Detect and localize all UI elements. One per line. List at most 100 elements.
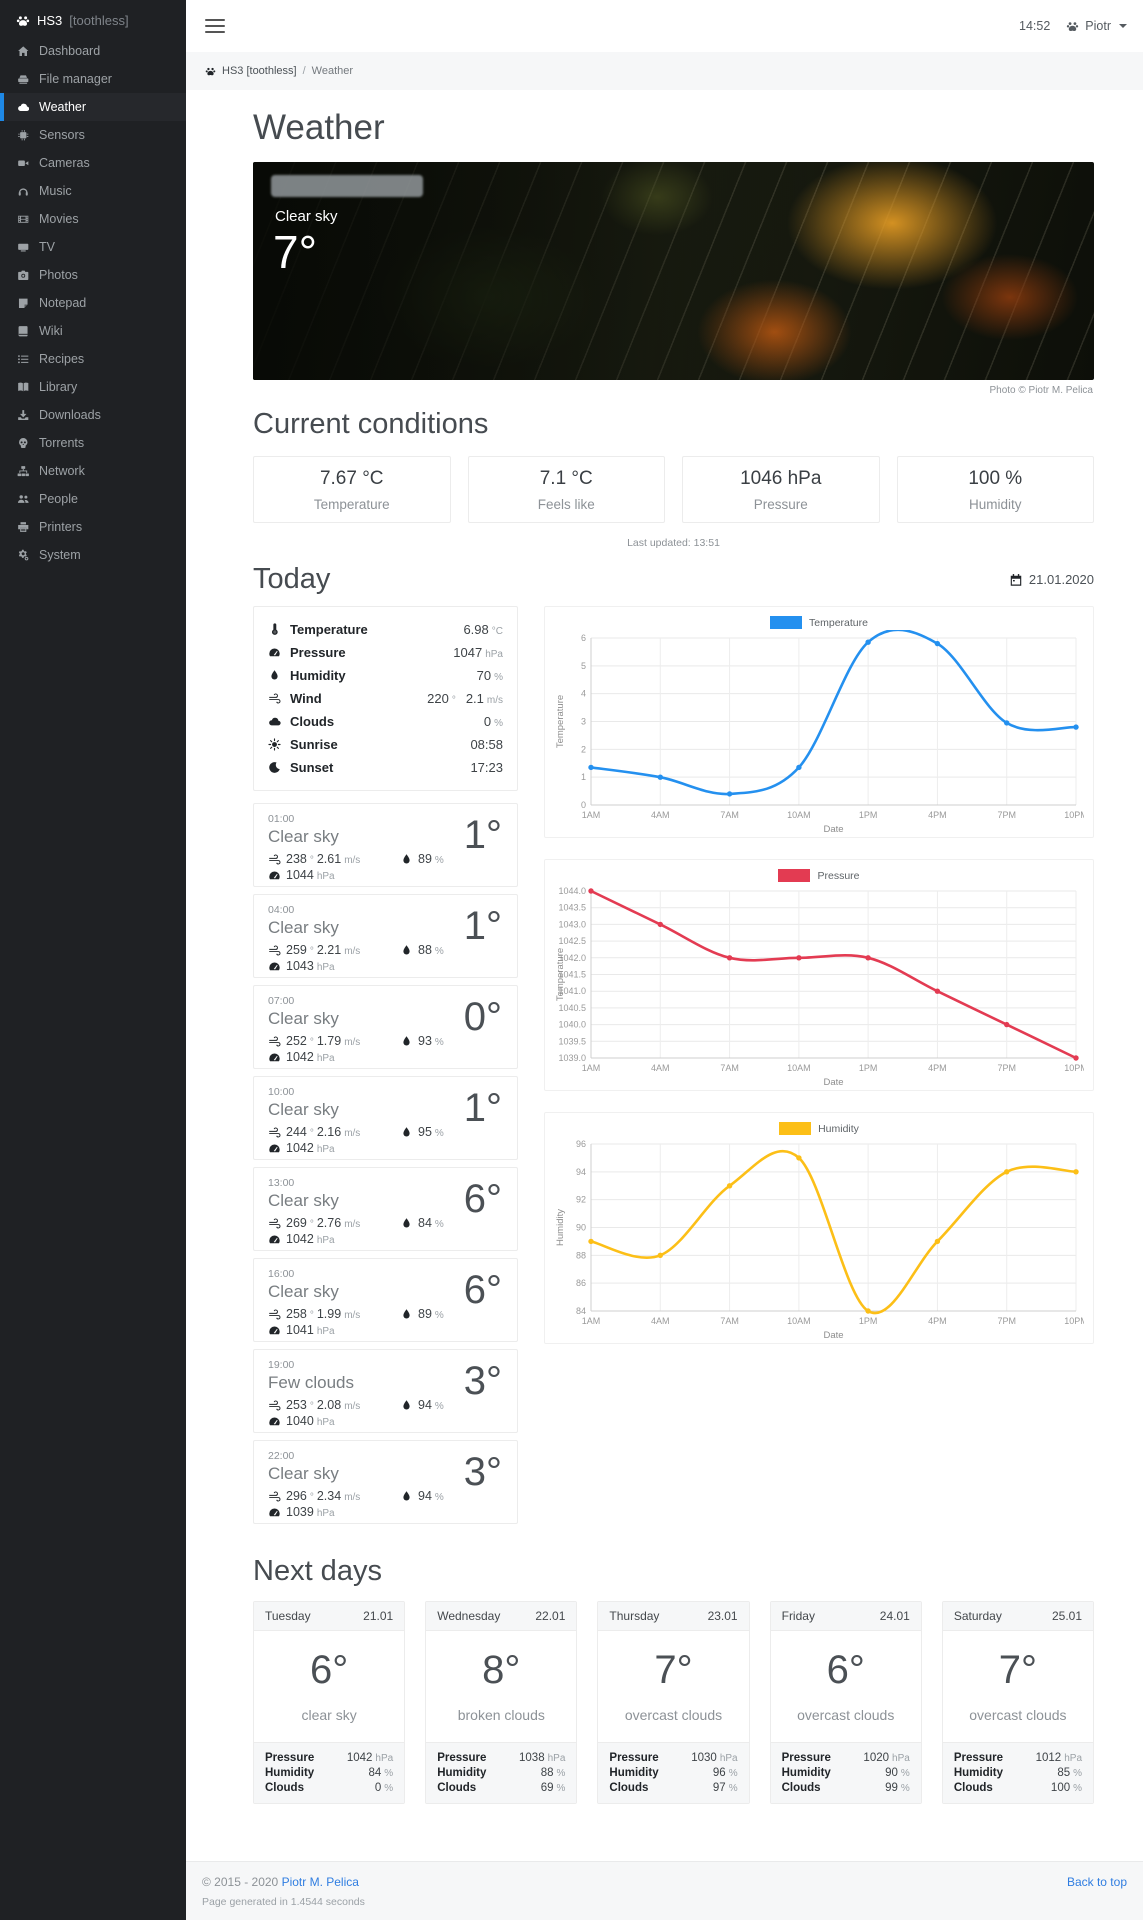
sidebar-item-printers[interactable]: Printers [0,513,186,541]
sidebar-nav: Dashboard File manager Weather Sensors C… [0,37,186,569]
hour-time: 04:00 [268,904,295,916]
condition-label: Humidity [968,497,1022,512]
day-name: Thursday [609,1609,660,1623]
day-forecast-card: Tuesday 21.01 6° clear sky Pressure 1042 h… [253,1601,406,1804]
sidebar-item-people[interactable]: People [0,485,186,513]
sidebar-item-system[interactable]: System [0,541,186,569]
sidebar-item-library[interactable]: Library [0,373,186,401]
copyright-text: © 2015 - 2020 [202,1875,279,1889]
detail-label: Temperature [290,622,368,637]
sidebar-item-music[interactable]: Music [0,177,186,205]
legend-swatch [778,869,811,882]
condition-card: 1046 hPa Pressure [682,456,880,523]
svg-text:4PM: 4PM [928,810,947,820]
nav-icon [16,409,30,422]
day-condition: broken clouds [457,1707,545,1723]
detail-value: 70% [476,668,503,683]
redacted-location [271,175,423,197]
hour-condition: Clear sky [268,1282,339,1301]
svg-text:94: 94 [576,1167,586,1177]
wind-icon [268,1308,281,1321]
svg-text:1PM: 1PM [859,810,878,820]
hero-condition: Clear sky [275,208,338,225]
day-date: 24.01 [879,1609,910,1623]
hourly-forecast-card: 22:00 Clear sky 296 ° 2.34 m/s 94 % 1039… [253,1440,518,1524]
svg-text:86: 86 [576,1278,586,1288]
hour-wind-speed: 2.34 [316,1489,342,1503]
nav-icon [16,241,30,254]
hour-condition: Clear sky [268,1009,339,1028]
svg-text:92: 92 [576,1195,586,1205]
hour-wind-speed: 2.61 [316,852,342,866]
sidebar-item-recipes[interactable]: Recipes [0,345,186,373]
svg-text:10AM: 10AM [787,1316,811,1326]
next-days-title: Next days [253,1555,382,1587]
weather-detail-row: Pressure 1047 hPa [268,641,503,664]
legend-label: Temperature [809,616,868,629]
hourly-forecast-card: 19:00 Few clouds 253 ° 2.08 m/s 94 % 104… [253,1349,518,1433]
svg-text:5: 5 [581,661,586,671]
day-stat-row: Humidity 85% [953,1766,1083,1779]
app-brand[interactable]: HS3 [toothless] [0,0,186,37]
condition-label: Pressure [753,497,808,512]
day-stat-row: Pressure 1038 hPa [437,1751,566,1764]
hour-humidity: 84 [418,1216,432,1230]
sidebar-item-cameras[interactable]: Cameras [0,149,186,177]
svg-text:Date: Date [823,1330,843,1341]
droplet-icon [400,1399,413,1412]
svg-text:1PM: 1PM [859,1316,878,1326]
hour-pressure: 1044 [286,868,314,882]
hour-condition: Clear sky [268,1191,339,1210]
sidebar-item-network[interactable]: Network [0,457,186,485]
day-stats: Pressure 1038 hPa Humidity 88% Clouds 69% [426,1742,577,1803]
day-temperature: 7° [654,1648,693,1692]
svg-text:1039.5: 1039.5 [558,1036,586,1046]
nav-icon [16,101,30,114]
day-name: Saturday [953,1609,1002,1623]
hour-pressure: 1039 [286,1505,314,1519]
sidebar-item-notepad[interactable]: Notepad [0,289,186,317]
sidebar-item-downloads[interactable]: Downloads [0,401,186,429]
sidebar-item-file-manager[interactable]: File manager [0,65,186,93]
hour-humidity: 89 [418,1307,432,1321]
author-link[interactable]: Piotr M. Pelica [281,1875,359,1889]
main-area: 14:52 Piotr HS3 [toothless] / Weather We… [186,0,1143,1920]
nav-label: Sensors [39,128,85,142]
hour-time: 16:00 [268,1268,295,1280]
svg-text:2: 2 [581,744,586,754]
day-forecast-card: Wednesday 22.01 8° broken clouds Pressur… [425,1601,578,1804]
svg-text:Temperature: Temperature [555,948,566,1001]
breadcrumb-root[interactable]: HS3 [toothless] [222,65,297,77]
line-chart: 0 1 2 3 4 5 6 1AM 4AM 7AM 10AM 1PM 4PM 7PM 10PM Date Tem… [555,630,1084,835]
hero-temperature: 7° [273,226,317,278]
nav-label: System [39,548,81,562]
sidebar-item-sensors[interactable]: Sensors [0,121,186,149]
hour-time: 10:00 [268,1086,295,1098]
sidebar-item-torrents[interactable]: Torrents [0,429,186,457]
svg-text:7PM: 7PM [997,1316,1016,1326]
detail-value: 17:23 [470,760,503,775]
droplet-icon [400,853,413,866]
sidebar-item-tv[interactable]: TV [0,233,186,261]
hourly-forecast-card: 16:00 Clear sky 258 ° 1.99 m/s 89 % 1041… [253,1258,518,1342]
day-stat-row: Pressure 1030 hPa [609,1751,738,1764]
day-condition: clear sky [301,1707,357,1723]
nav-label: Movies [39,212,79,226]
sidebar-item-movies[interactable]: Movies [0,205,186,233]
user-paw-icon [1066,20,1079,33]
nav-label: Torrents [39,436,85,450]
detail-value: 0% [483,714,503,729]
sidebar-item-weather[interactable]: Weather [0,93,186,121]
date-picker[interactable]: 21.01.2020 [1009,572,1094,587]
back-to-top-link[interactable]: Back to top [1066,1875,1127,1889]
footer: © 2015 - 2020 Piotr M. Pelica Page gener… [186,1861,1143,1920]
sidebar-item-dashboard[interactable]: Dashboard [0,37,186,65]
sidebar-item-photos[interactable]: Photos [0,261,186,289]
nav-icon [16,269,30,282]
sidebar: HS3 [toothless] Dashboard File manager W… [0,0,186,1920]
sidebar-item-wiki[interactable]: Wiki [0,317,186,345]
day-name: Tuesday [265,1609,311,1623]
user-menu[interactable]: Piotr [1066,19,1127,33]
svg-text:4AM: 4AM [651,1316,670,1326]
hamburger-menu-icon[interactable] [205,15,225,37]
